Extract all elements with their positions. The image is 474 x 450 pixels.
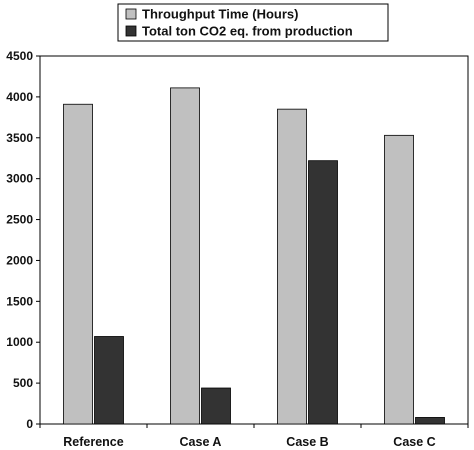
bar-throughput-time <box>384 134 414 425</box>
y-tick-label: 4500 <box>6 49 33 63</box>
bar-co2-emissions <box>308 160 338 425</box>
x-axis: Reference Case A Case B Case C <box>39 424 469 449</box>
x-category-label: Case B <box>286 435 328 449</box>
legend-swatch-co2 <box>125 25 137 37</box>
y-tick-label: 500 <box>13 376 33 390</box>
x-category-label: Case A <box>180 435 222 449</box>
y-tick-label: 1500 <box>6 294 33 308</box>
legend-label-throughput: Throughput Time (Hours) <box>142 7 298 22</box>
legend-label-co2: Total ton CO2 eq. from production <box>142 24 353 39</box>
y-tick-label: 2000 <box>6 253 33 267</box>
x-category-label: Case C <box>393 435 435 449</box>
y-axis: 0 500 1000 1500 2000 2500 3000 3500 4000 4500 <box>6 49 40 431</box>
y-tick-label: 3500 <box>6 131 33 145</box>
bar-co2-emissions <box>201 387 231 425</box>
bar-throughput-time <box>63 103 93 425</box>
bar-co2-emissions <box>415 417 445 425</box>
legend: Throughput Time (Hours) Total ton CO2 eq… <box>117 3 389 42</box>
y-tick-label: 1000 <box>6 335 33 349</box>
y-tick-label: 4000 <box>6 90 33 104</box>
bars <box>63 87 445 425</box>
legend-box <box>117 3 389 42</box>
y-tick-label: 2500 <box>6 213 33 227</box>
bar-co2-emissions <box>94 336 124 425</box>
y-tick-label: 3000 <box>6 172 33 186</box>
y-tick-label: 0 <box>26 417 33 431</box>
bar-throughput-time <box>277 108 307 425</box>
legend-swatch-throughput <box>125 8 137 20</box>
bar-throughput-time <box>170 87 200 425</box>
x-category-label: Reference <box>63 435 123 449</box>
